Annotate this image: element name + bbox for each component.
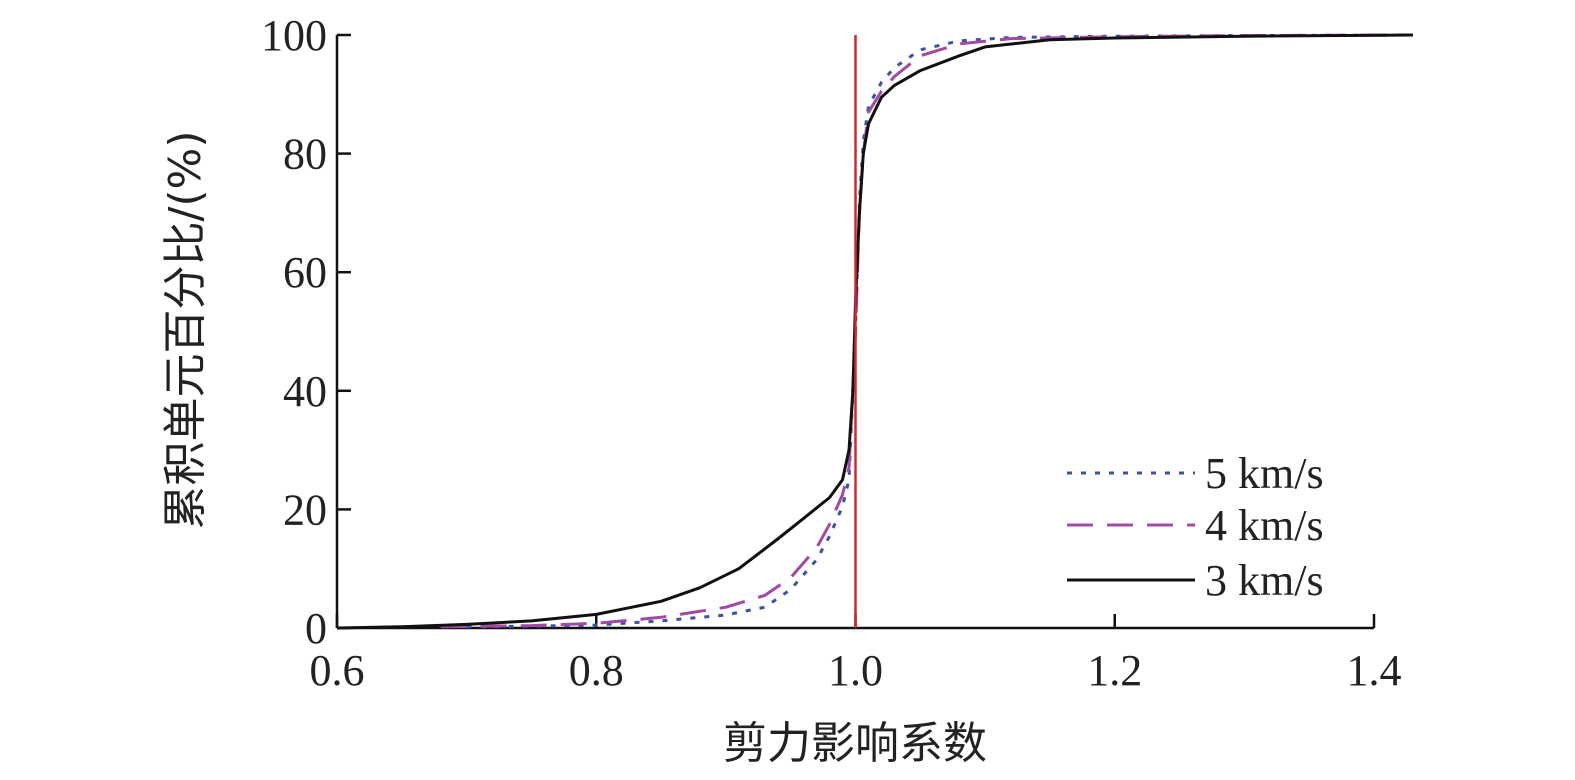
y-tick-label: 100 [261,11,327,60]
legend: 5 km/s4 km/s 3 km/s [1067,449,1324,605]
y-tick-label: 0 [305,604,327,653]
y-axis-title: 累积单元百分比/(%) [160,131,211,530]
x-tick-label: 0.6 [310,646,365,695]
legend-label: 3 km/s [1205,556,1324,605]
plot-lines [336,33,1413,630]
series-line-3-km-s [336,33,1413,630]
y-tick-label: 20 [283,485,327,534]
y-tick-label: 40 [283,367,327,416]
x-tick-label: 1.4 [1347,646,1402,695]
legend-label: 4 km/s [1205,501,1324,550]
x-axis-title: 剪力影响系数 [723,718,987,769]
y-tick-label: 60 [283,248,327,297]
axes: 0.6 0.8 1.0 1.2 1.4 0 20 40 60 80 100 [261,11,1402,695]
y-tick-label: 80 [283,130,327,179]
x-tick-label: 1.0 [828,646,883,695]
x-tick-label: 1.2 [1087,646,1142,695]
legend-label: 5 km/s [1205,449,1324,498]
x-tick-label: 0.8 [569,646,624,695]
